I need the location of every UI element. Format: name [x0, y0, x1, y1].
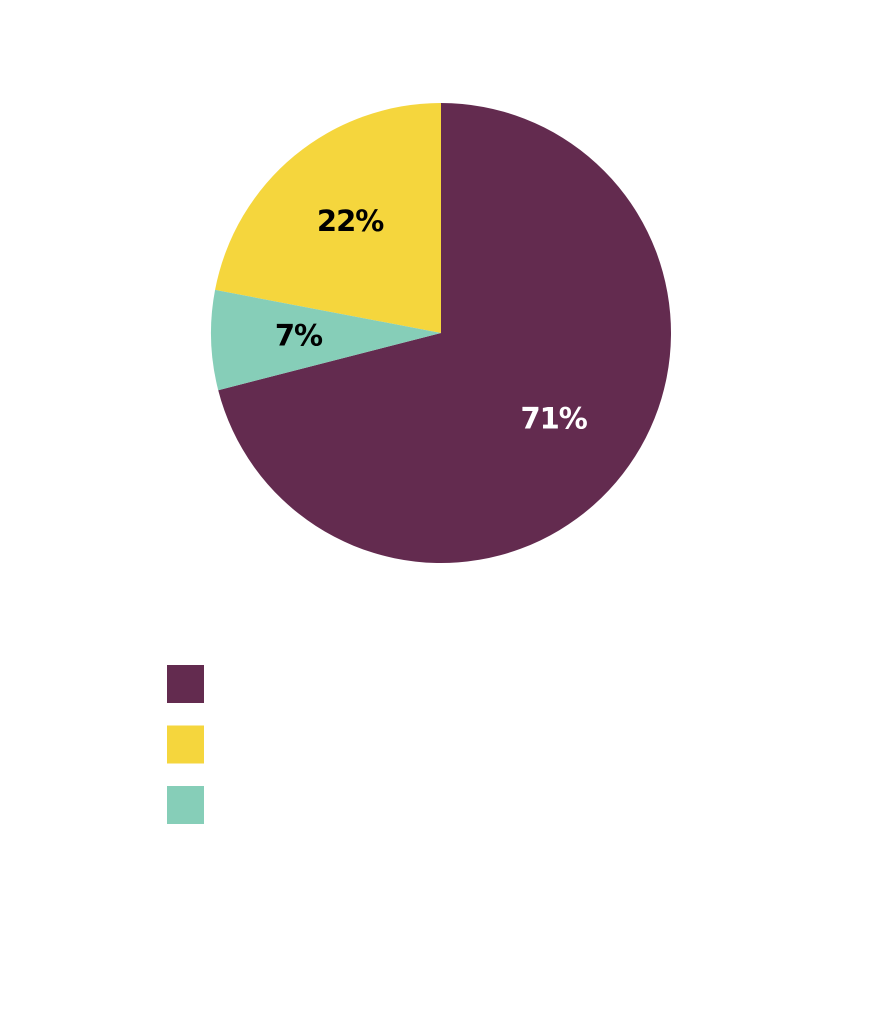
legend-swatch [167, 786, 204, 824]
legend-swatch [167, 725, 204, 764]
pie-slice [215, 102, 441, 333]
data-label: 22% [317, 204, 384, 238]
data-label: 71% [520, 401, 587, 435]
legend-swatch [167, 665, 204, 703]
pie-slice [211, 289, 441, 391]
data-label: 7% [275, 318, 323, 352]
pie-slice [218, 103, 671, 564]
